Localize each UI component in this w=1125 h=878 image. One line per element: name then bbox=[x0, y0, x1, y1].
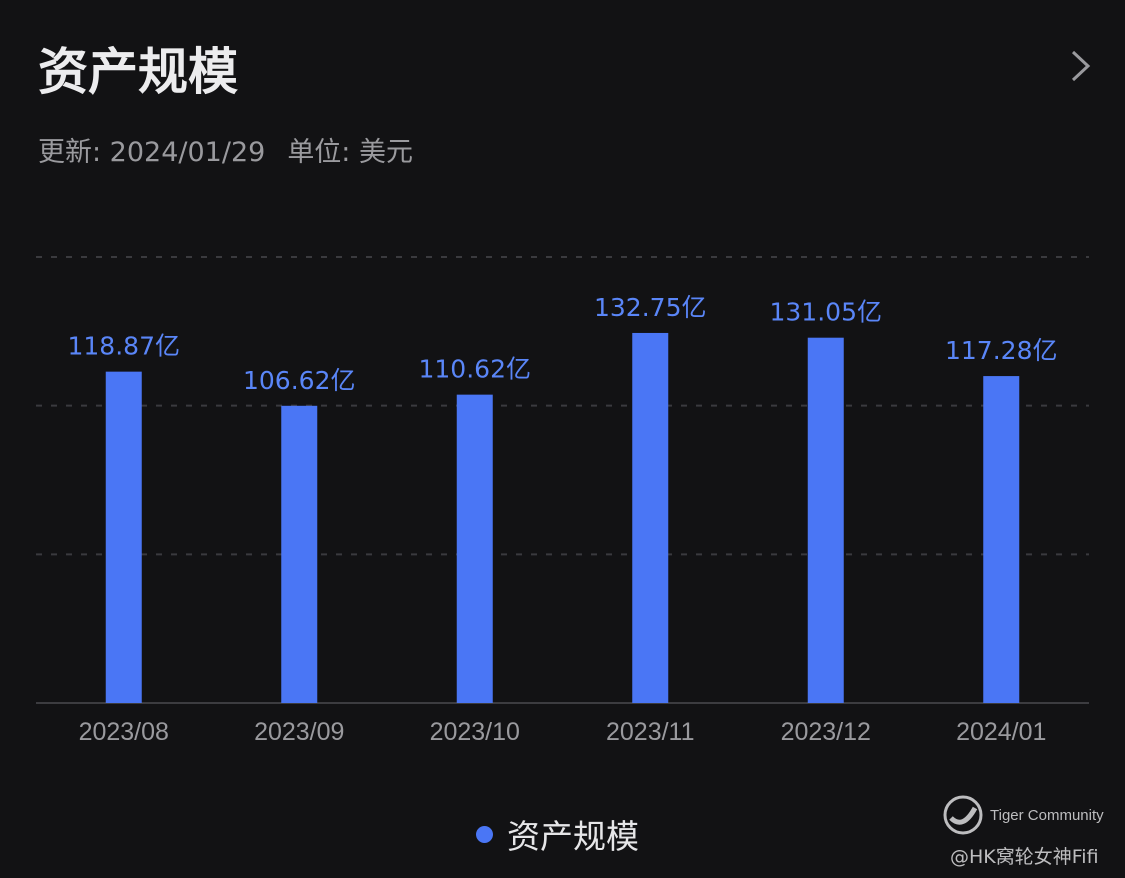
x-tick-label: 2023/11 bbox=[606, 718, 695, 746]
data-label: 106.62亿 bbox=[243, 366, 355, 395]
bar bbox=[281, 405, 318, 703]
x-tick-label: 2023/08 bbox=[79, 718, 169, 746]
bar bbox=[105, 371, 142, 703]
x-tick-label: 2023/09 bbox=[254, 718, 344, 746]
tiger-logo-icon bbox=[943, 795, 983, 835]
data-label: 118.87亿 bbox=[68, 332, 180, 361]
data-label: 131.05亿 bbox=[770, 298, 882, 327]
bar bbox=[807, 337, 844, 703]
data-label: 117.28亿 bbox=[945, 336, 1057, 365]
x-tick-label: 2023/10 bbox=[430, 718, 520, 746]
page-title: 资产规模 bbox=[38, 43, 238, 101]
subtitle: 更新: 2024/01/29 单位: 美元 bbox=[38, 130, 435, 169]
bar bbox=[456, 394, 493, 703]
watermark-brand: Tiger Community bbox=[990, 807, 1104, 824]
bar bbox=[632, 332, 669, 703]
x-tick-label: 2024/01 bbox=[956, 718, 1046, 746]
watermark-user: @HK窝轮女神Fifi bbox=[950, 846, 1099, 868]
legend-label: 资产规模 bbox=[507, 817, 639, 856]
x-tick-label: 2023/12 bbox=[781, 718, 871, 746]
update-date: 更新: 2024/01/29 bbox=[38, 137, 266, 168]
unit-label: 单位: 美元 bbox=[287, 137, 413, 168]
bar bbox=[983, 376, 1020, 703]
chevron-right-icon[interactable] bbox=[1062, 48, 1098, 84]
legend-dot bbox=[476, 825, 493, 843]
data-label: 132.75亿 bbox=[594, 293, 706, 322]
data-label: 110.62亿 bbox=[419, 355, 531, 384]
legend[interactable]: 资产规模 bbox=[476, 810, 639, 858]
